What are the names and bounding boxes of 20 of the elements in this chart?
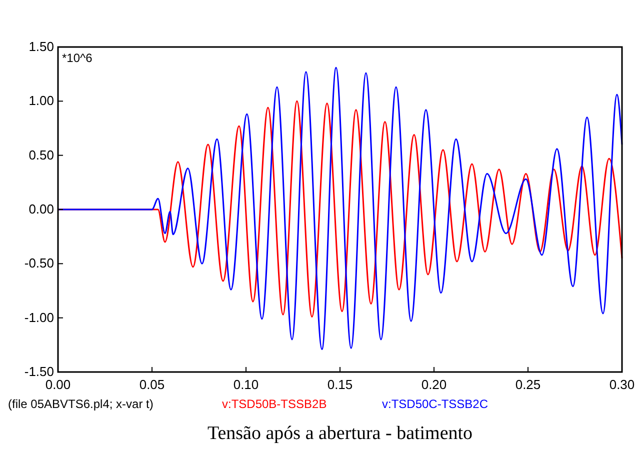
text: v:TSD50B-TSSB2B [222,397,327,411]
y-tick-label: -1.50 [24,364,54,379]
x-tick-label: 0.05 [139,377,165,392]
x-tick-label: 0.25 [515,377,541,392]
text: Tensão após a abertura - batimento [207,423,473,444]
y-tick-label: -1.00 [24,310,54,325]
y-tick-label: -0.50 [24,256,54,271]
x-tick-label: 0.10 [233,377,259,392]
x-tick-label: 0.20 [421,377,447,392]
y-tick-label: 0.00 [28,202,54,216]
y-tick-label: 0.50 [28,147,54,162]
annotation: *10^6 [62,51,93,65]
text: (file 05ABVTS6.pl4; x-var t) [8,397,154,411]
line-series [57,66,623,350]
y-tick-label: 1.00 [28,93,54,108]
x-tick-label: 0.15 [327,377,353,392]
x-tick-label: 0.00 [45,377,71,392]
x-tick-label: 0.30 [609,377,635,392]
y-tick-label: 1.50 [28,39,54,54]
text: v:TSD50C-TSSB2C [382,397,488,411]
